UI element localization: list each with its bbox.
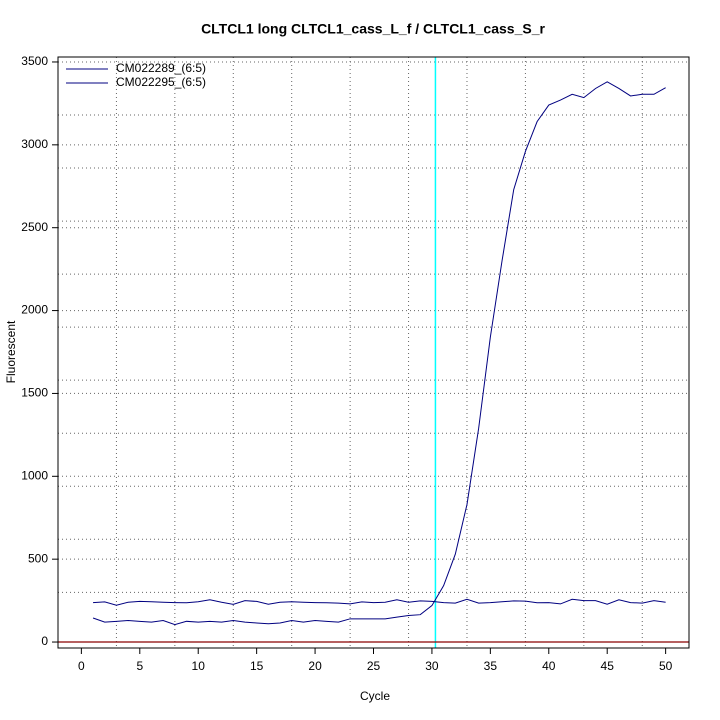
x-tick-label: 40 — [542, 659, 556, 673]
y-tick-label: 1000 — [21, 468, 48, 482]
x-tick-label: 25 — [367, 659, 381, 673]
y-tick-label: 500 — [28, 551, 48, 565]
x-axis-label: Cycle — [360, 689, 390, 703]
x-tick-label: 10 — [192, 659, 206, 673]
y-tick-label: 0 — [41, 634, 48, 648]
x-tick-label: 5 — [136, 659, 143, 673]
y-axis-label: Fluorescent — [4, 320, 18, 383]
y-tick-label: 3500 — [21, 54, 48, 68]
x-tick-label: 35 — [484, 659, 498, 673]
x-tick-label: 20 — [308, 659, 322, 673]
y-tick-label: 2000 — [21, 303, 48, 317]
series-line — [93, 598, 666, 606]
x-tick-label: 15 — [250, 659, 264, 673]
y-tick-label: 3000 — [21, 137, 48, 151]
legend-label: CM022295_(6:5) — [116, 75, 206, 89]
y-tick-label: 1500 — [21, 386, 48, 400]
legend-label: CM022289_(6:5) — [116, 61, 206, 75]
x-tick-label: 45 — [601, 659, 615, 673]
series-line — [92, 81, 666, 626]
y-tick-label: 2500 — [21, 220, 48, 234]
plot-frame — [57, 56, 690, 649]
chart-title: CLTCL1 long CLTCL1_cass_L_f / CLTCL1_cas… — [201, 21, 545, 37]
x-tick-label: 50 — [659, 659, 673, 673]
x-tick-label: 30 — [425, 659, 439, 673]
x-tick-label: 0 — [78, 659, 85, 673]
